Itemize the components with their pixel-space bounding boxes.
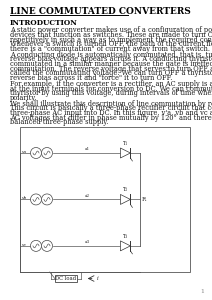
Circle shape <box>42 240 53 251</box>
Text: commutated in a similar manner because the gate is ineffective to achieve: commutated in a similar manner because t… <box>10 60 212 68</box>
Text: three-phase AC input into DC. In this figure, v'a, vb and vc are three identical: three-phase AC input into DC. In this fi… <box>10 109 212 117</box>
Text: This circuit is basically a three-phase rectifier circuit that converts a: This circuit is basically a three-phase … <box>10 104 212 112</box>
Text: AC voltages that differ in phase mutually by 120° and therefore constitute a: AC voltages that differ in phase mutuall… <box>10 114 212 122</box>
Text: reverse bias voltage appears across it. A conducting thyristor is also: reverse bias voltage appears across it. … <box>10 56 212 64</box>
Text: devices that function as switches. These are made to turn ON and turn OFF: devices that function as switches. These… <box>10 31 212 39</box>
Text: R: R <box>142 197 146 202</box>
Polygon shape <box>120 194 130 204</box>
Circle shape <box>42 148 53 158</box>
Bar <box>20 127 190 272</box>
Circle shape <box>31 240 42 251</box>
Text: INTRODUCTION: INTRODUCTION <box>10 19 78 27</box>
Circle shape <box>31 148 42 158</box>
Text: a3: a3 <box>84 240 89 244</box>
Text: T₃: T₃ <box>123 234 128 239</box>
Polygon shape <box>120 148 130 158</box>
Text: Whenever a switch is turned OFF, the path of the current flow changes, that is,: Whenever a switch is turned OFF, the pat… <box>10 40 212 48</box>
Text: there is a "commutation" of current away from that switch.: there is a "commutation" of current away… <box>10 45 210 53</box>
Text: a2: a2 <box>84 194 89 198</box>
Text: commutation. The reverse voltage that serves to turn OFF a thyristor or diode is: commutation. The reverse voltage that se… <box>10 65 212 73</box>
Text: balanced three-phase supply.: balanced three-phase supply. <box>10 118 108 126</box>
Text: thyristor by using this voltage, during intervals of time when it has the proper: thyristor by using this voltage, during … <box>10 89 212 97</box>
Text: We shall illustrate this description of line commutation by reference to Fig. 1.: We shall illustrate this description of … <box>10 100 212 108</box>
Text: at the input terminals for conversion to DC. We can commutate a conducting: at the input terminals for conversion to… <box>10 85 212 93</box>
Circle shape <box>31 194 42 205</box>
Text: a1: a1 <box>84 147 89 151</box>
Text: A static power converter makes use of a configuration of power semiconductor: A static power converter makes use of a … <box>10 26 212 34</box>
Text: reverse bias across it and "force" it to turn OFF.: reverse bias across it and "force" it to… <box>10 74 172 82</box>
Text: va: va <box>22 150 27 154</box>
Text: i: i <box>96 276 98 281</box>
Text: A conducting diode is automatically commutated, that is, turned OFF, when a: A conducting diode is automatically comm… <box>10 51 212 59</box>
Circle shape <box>42 194 53 205</box>
Bar <box>55 275 77 282</box>
Text: vc: vc <box>22 243 27 247</box>
Text: repetitively in such a way as to implement the required conversion function.: repetitively in such a way as to impleme… <box>10 36 212 43</box>
Text: T₁: T₁ <box>123 141 128 146</box>
Text: 1: 1 <box>200 289 204 294</box>
Text: DC load: DC load <box>55 276 76 281</box>
Text: For example, if the converter is a rectifier, an AC supply is already available: For example, if the converter is a recti… <box>10 80 212 88</box>
Text: LINE COMMUTATED CONVERTERS: LINE COMMUTATED CONVERTERS <box>10 7 191 16</box>
Text: T₂: T₂ <box>123 188 128 192</box>
Text: vb: vb <box>22 196 27 200</box>
Text: polarity.: polarity. <box>10 94 37 102</box>
Text: called the commutating voltage. We can turn OFF a thyristor by injecting a: called the commutating voltage. We can t… <box>10 69 212 77</box>
Polygon shape <box>120 241 130 251</box>
